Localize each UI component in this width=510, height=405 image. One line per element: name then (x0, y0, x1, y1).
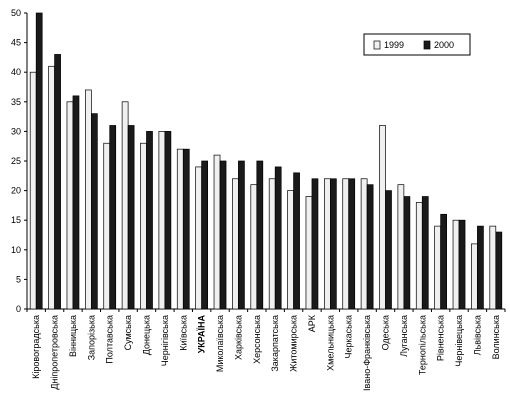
x-tick-label: Чернівецька (454, 315, 464, 367)
bar-1999-21 (415, 202, 423, 310)
x-tick-label: Донецька (142, 315, 152, 355)
bar-2000-22 (440, 213, 448, 310)
bar-2000-2 (72, 95, 80, 310)
x-tick-label: УКРАЇНА (197, 315, 207, 354)
bar-2000-14 (293, 172, 300, 310)
bar-2000-9 (201, 160, 209, 310)
bar-1999-7 (158, 131, 166, 310)
y-tick-label: 40 (11, 67, 21, 77)
bar-1999-8 (176, 148, 184, 310)
bar-2000-4 (109, 125, 117, 310)
bar-2000-11 (238, 160, 245, 310)
x-tick-label: Запорізька (86, 315, 96, 360)
bar-1999-0 (29, 71, 37, 310)
y-tick-label: 5 (16, 274, 21, 284)
bar-1999-25 (489, 225, 497, 310)
bar-1999-22 (434, 225, 442, 310)
bar-2000-6 (146, 131, 153, 310)
bar-1999-23 (452, 219, 460, 310)
bar-2000-17 (348, 178, 356, 310)
bar-2000-12 (256, 160, 264, 310)
bar-1999-16 (323, 178, 331, 310)
x-tick-label: Луганська (399, 315, 409, 357)
x-tick-label: Київська (178, 315, 188, 351)
x-tick-label: Волинська (491, 315, 501, 359)
bar-1999-15 (305, 196, 313, 310)
y-tick-label: 30 (11, 126, 21, 136)
bar-1999-4 (103, 142, 111, 310)
x-tick-label: Закарпатська (270, 315, 280, 372)
bars (29, 12, 503, 310)
bar-1999-18 (360, 178, 368, 310)
bar-1999-11 (232, 178, 239, 310)
y-tick-label: 15 (11, 215, 21, 225)
x-tick-label: Тернопільська (417, 315, 427, 375)
bar-2000-19 (385, 190, 392, 310)
bar-1999-12 (250, 184, 258, 310)
x-tick-label: Миколаївська (215, 315, 225, 372)
bar-2000-20 (403, 196, 411, 310)
y-tick-label: 25 (11, 156, 21, 166)
y-tick-label: 10 (11, 245, 21, 255)
y-tick-label: 20 (11, 186, 21, 196)
x-tick-label: АРК (307, 314, 317, 332)
bar-2000-15 (311, 178, 319, 310)
legend-swatch-1999 (373, 40, 381, 50)
x-tick-labels: Кіровоградська Дніпропетровська Вінницька З… (31, 314, 501, 391)
bar-2000-3 (90, 113, 98, 310)
legend-label-1999: 1999 (384, 40, 404, 50)
bar-1999-13 (268, 178, 276, 310)
x-tick-label: Вінницька (68, 315, 78, 357)
bar-1999-17 (342, 178, 350, 310)
bar-2000-24 (477, 225, 484, 310)
bar-2000-13 (274, 166, 282, 310)
bar-1999-9 (195, 166, 203, 310)
bar-1999-19 (379, 125, 386, 310)
bar-2000-8 (182, 148, 190, 310)
bar-2000-21 (421, 196, 429, 310)
y-tick-label: 35 (11, 97, 21, 107)
x-tick-label: Сумська (123, 315, 133, 350)
y-tick-label: 50 (11, 8, 21, 18)
bar-2000-7 (164, 131, 172, 310)
bar-2000-23 (458, 219, 466, 310)
bar-1999-6 (140, 142, 147, 310)
y-tick-label: 0 (16, 304, 21, 314)
x-tick-label: Івано-Франківська (362, 315, 372, 391)
bar-1999-24 (471, 243, 478, 310)
x-tick-label: Чернігівська (160, 315, 170, 366)
x-tick-label: Одеська (381, 315, 391, 350)
bar-1999-14 (287, 190, 294, 310)
y-tick-labels: 0 5 10 15 20 25 30 35 40 45 50 (11, 8, 21, 314)
x-tick-label: Хмельницька (325, 315, 335, 371)
x-tick-label: Харківська (233, 315, 243, 360)
bar-1999-10 (213, 154, 221, 310)
x-tick-label: Черкаська (344, 315, 354, 358)
legend-box (363, 33, 471, 56)
bar-2000-25 (495, 231, 503, 310)
x-tick-label: Кіровоградська (31, 315, 41, 379)
x-tick-label: Полтавська (105, 315, 115, 364)
bar-2000-16 (329, 178, 337, 310)
bar-1999-20 (397, 184, 405, 310)
bar-2000-18 (366, 184, 374, 310)
legend: 1999 2000 (363, 33, 471, 56)
x-tick-label: Рівненська (436, 315, 446, 361)
bar-1999-3 (84, 89, 92, 310)
bar-2000-5 (127, 125, 135, 310)
x-tick-label: Житомирська (289, 315, 299, 372)
bar-1999-5 (121, 101, 129, 310)
bar-2000-1 (54, 54, 61, 310)
bar-1999-2 (66, 101, 74, 310)
x-tick-label: Львівська (472, 315, 482, 355)
bar-2000-10 (219, 160, 227, 310)
x-tick-label: Херсонська (252, 315, 262, 364)
y-tick-label: 45 (11, 38, 21, 48)
bar-1999-1 (48, 65, 55, 310)
legend-swatch-2000 (423, 40, 431, 50)
bar-2000-0 (35, 12, 43, 310)
legend-label-2000: 2000 (434, 40, 454, 50)
x-tick-label: Дніпропетровська (50, 315, 60, 390)
